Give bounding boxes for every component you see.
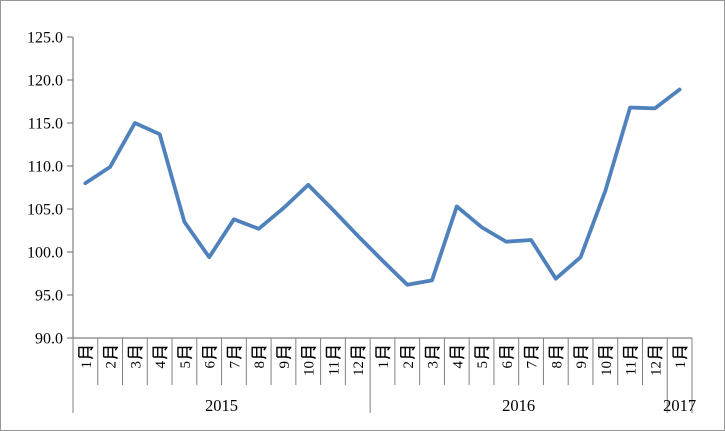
yue-month-character-icon (226, 346, 243, 360)
yue-month-character-icon (573, 346, 589, 360)
yue-month-character-icon (78, 346, 94, 360)
y-tick-label: 95.0 (35, 288, 63, 305)
x-tick-label: 4 (152, 346, 169, 369)
x-tick-label: 1 (375, 346, 392, 369)
yue-month-character-icon (548, 346, 565, 360)
y-tick-label: 110.0 (28, 159, 63, 176)
yue-month-character-icon (598, 346, 614, 360)
x-tick-month-number: 7 (227, 361, 243, 369)
x-tick-label: 10 (598, 346, 615, 376)
x-tick-month-number: 2 (104, 361, 120, 369)
x-tick-label: 2 (102, 346, 120, 369)
yue-month-character-icon (449, 346, 466, 360)
x-tick-label: 7 (226, 346, 243, 369)
yue-month-character-icon (102, 346, 119, 360)
x-tick-label: 5 (474, 346, 491, 369)
yue-month-character-icon (647, 346, 664, 360)
x-tick-month-number: 1 (673, 361, 689, 369)
x-tick-label: 1 (672, 346, 689, 369)
yue-month-character-icon (152, 346, 168, 360)
x-tick-month-number: 12 (351, 361, 367, 376)
yue-month-character-icon (177, 346, 193, 360)
yue-month-character-icon (474, 346, 490, 360)
yue-month-character-icon (251, 346, 268, 360)
yue-month-character-icon (127, 346, 144, 360)
x-tick-month-number: 8 (252, 361, 268, 369)
x-tick-month-number: 6 (500, 361, 516, 369)
x-tick-label: 9 (276, 346, 293, 369)
x-tick-label: 3 (424, 346, 442, 369)
y-tick-label: 105.0 (27, 202, 63, 219)
x-tick-month-number: 9 (277, 361, 293, 369)
x-tick-label: 8 (251, 346, 268, 369)
yue-month-character-icon (301, 346, 317, 360)
year-label: 2017 (663, 396, 696, 415)
x-tick-label: 3 (127, 346, 144, 369)
y-tick-label: 125.0 (27, 30, 63, 47)
x-tick-label: 10 (301, 346, 318, 376)
x-tick-month-number: 9 (574, 361, 590, 369)
x-tick-label: 12 (350, 346, 367, 376)
yue-month-character-icon (523, 346, 540, 360)
x-tick-label: 7 (523, 346, 541, 369)
x-tick-month-number: 4 (450, 361, 466, 369)
x-tick-label: 11 (325, 346, 342, 375)
y-tick-label: 100.0 (27, 245, 63, 262)
yue-month-character-icon (499, 346, 515, 360)
year-label: 2015 (205, 396, 238, 415)
x-tick-month-number: 11 (326, 361, 342, 375)
yue-month-character-icon (424, 346, 441, 360)
yue-month-character-icon (201, 346, 218, 360)
x-tick-label: 6 (201, 346, 219, 369)
y-tick-label: 90.0 (35, 331, 63, 348)
yue-month-character-icon (400, 346, 416, 360)
y-tick-label: 120.0 (27, 73, 63, 90)
x-tick-label: 4 (449, 346, 466, 369)
x-tick-month-number: 3 (426, 361, 442, 369)
year-label: 2016 (502, 396, 535, 415)
x-tick-month-number: 10 (599, 361, 615, 376)
x-tick-month-number: 7 (525, 361, 541, 369)
x-tick-month-number: 4 (153, 361, 169, 369)
x-tick-label: 5 (177, 346, 194, 369)
x-tick-month-number: 6 (203, 361, 219, 369)
x-tick-label: 6 (499, 346, 516, 369)
x-tick-month-number: 1 (79, 361, 95, 369)
y-tick-label: 115.0 (28, 116, 63, 133)
x-tick-label: 2 (400, 346, 417, 369)
x-tick-label: 11 (622, 346, 640, 375)
x-tick-month-number: 5 (475, 361, 491, 369)
x-tick-month-number: 3 (128, 361, 144, 369)
x-tick-label: 1 (78, 346, 95, 369)
x-tick-label: 8 (548, 346, 565, 369)
x-tick-label: 12 (647, 346, 664, 376)
yue-month-character-icon (375, 346, 391, 360)
yue-month-character-icon (672, 346, 688, 360)
yue-month-character-icon (276, 346, 292, 360)
x-tick-month-number: 12 (648, 361, 664, 376)
x-tick-month-number: 1 (376, 361, 392, 369)
yue-month-character-icon (325, 346, 342, 360)
x-tick-month-number: 10 (302, 361, 318, 376)
yue-month-character-icon (350, 346, 367, 360)
data-series-line (83, 87, 682, 287)
x-tick-month-number: 11 (624, 361, 640, 375)
x-tick-month-number: 5 (178, 361, 194, 369)
x-tick-month-number: 2 (401, 361, 417, 369)
x-tick-label: 9 (573, 346, 590, 369)
yue-month-character-icon (622, 346, 639, 360)
x-tick-month-number: 8 (549, 361, 565, 369)
